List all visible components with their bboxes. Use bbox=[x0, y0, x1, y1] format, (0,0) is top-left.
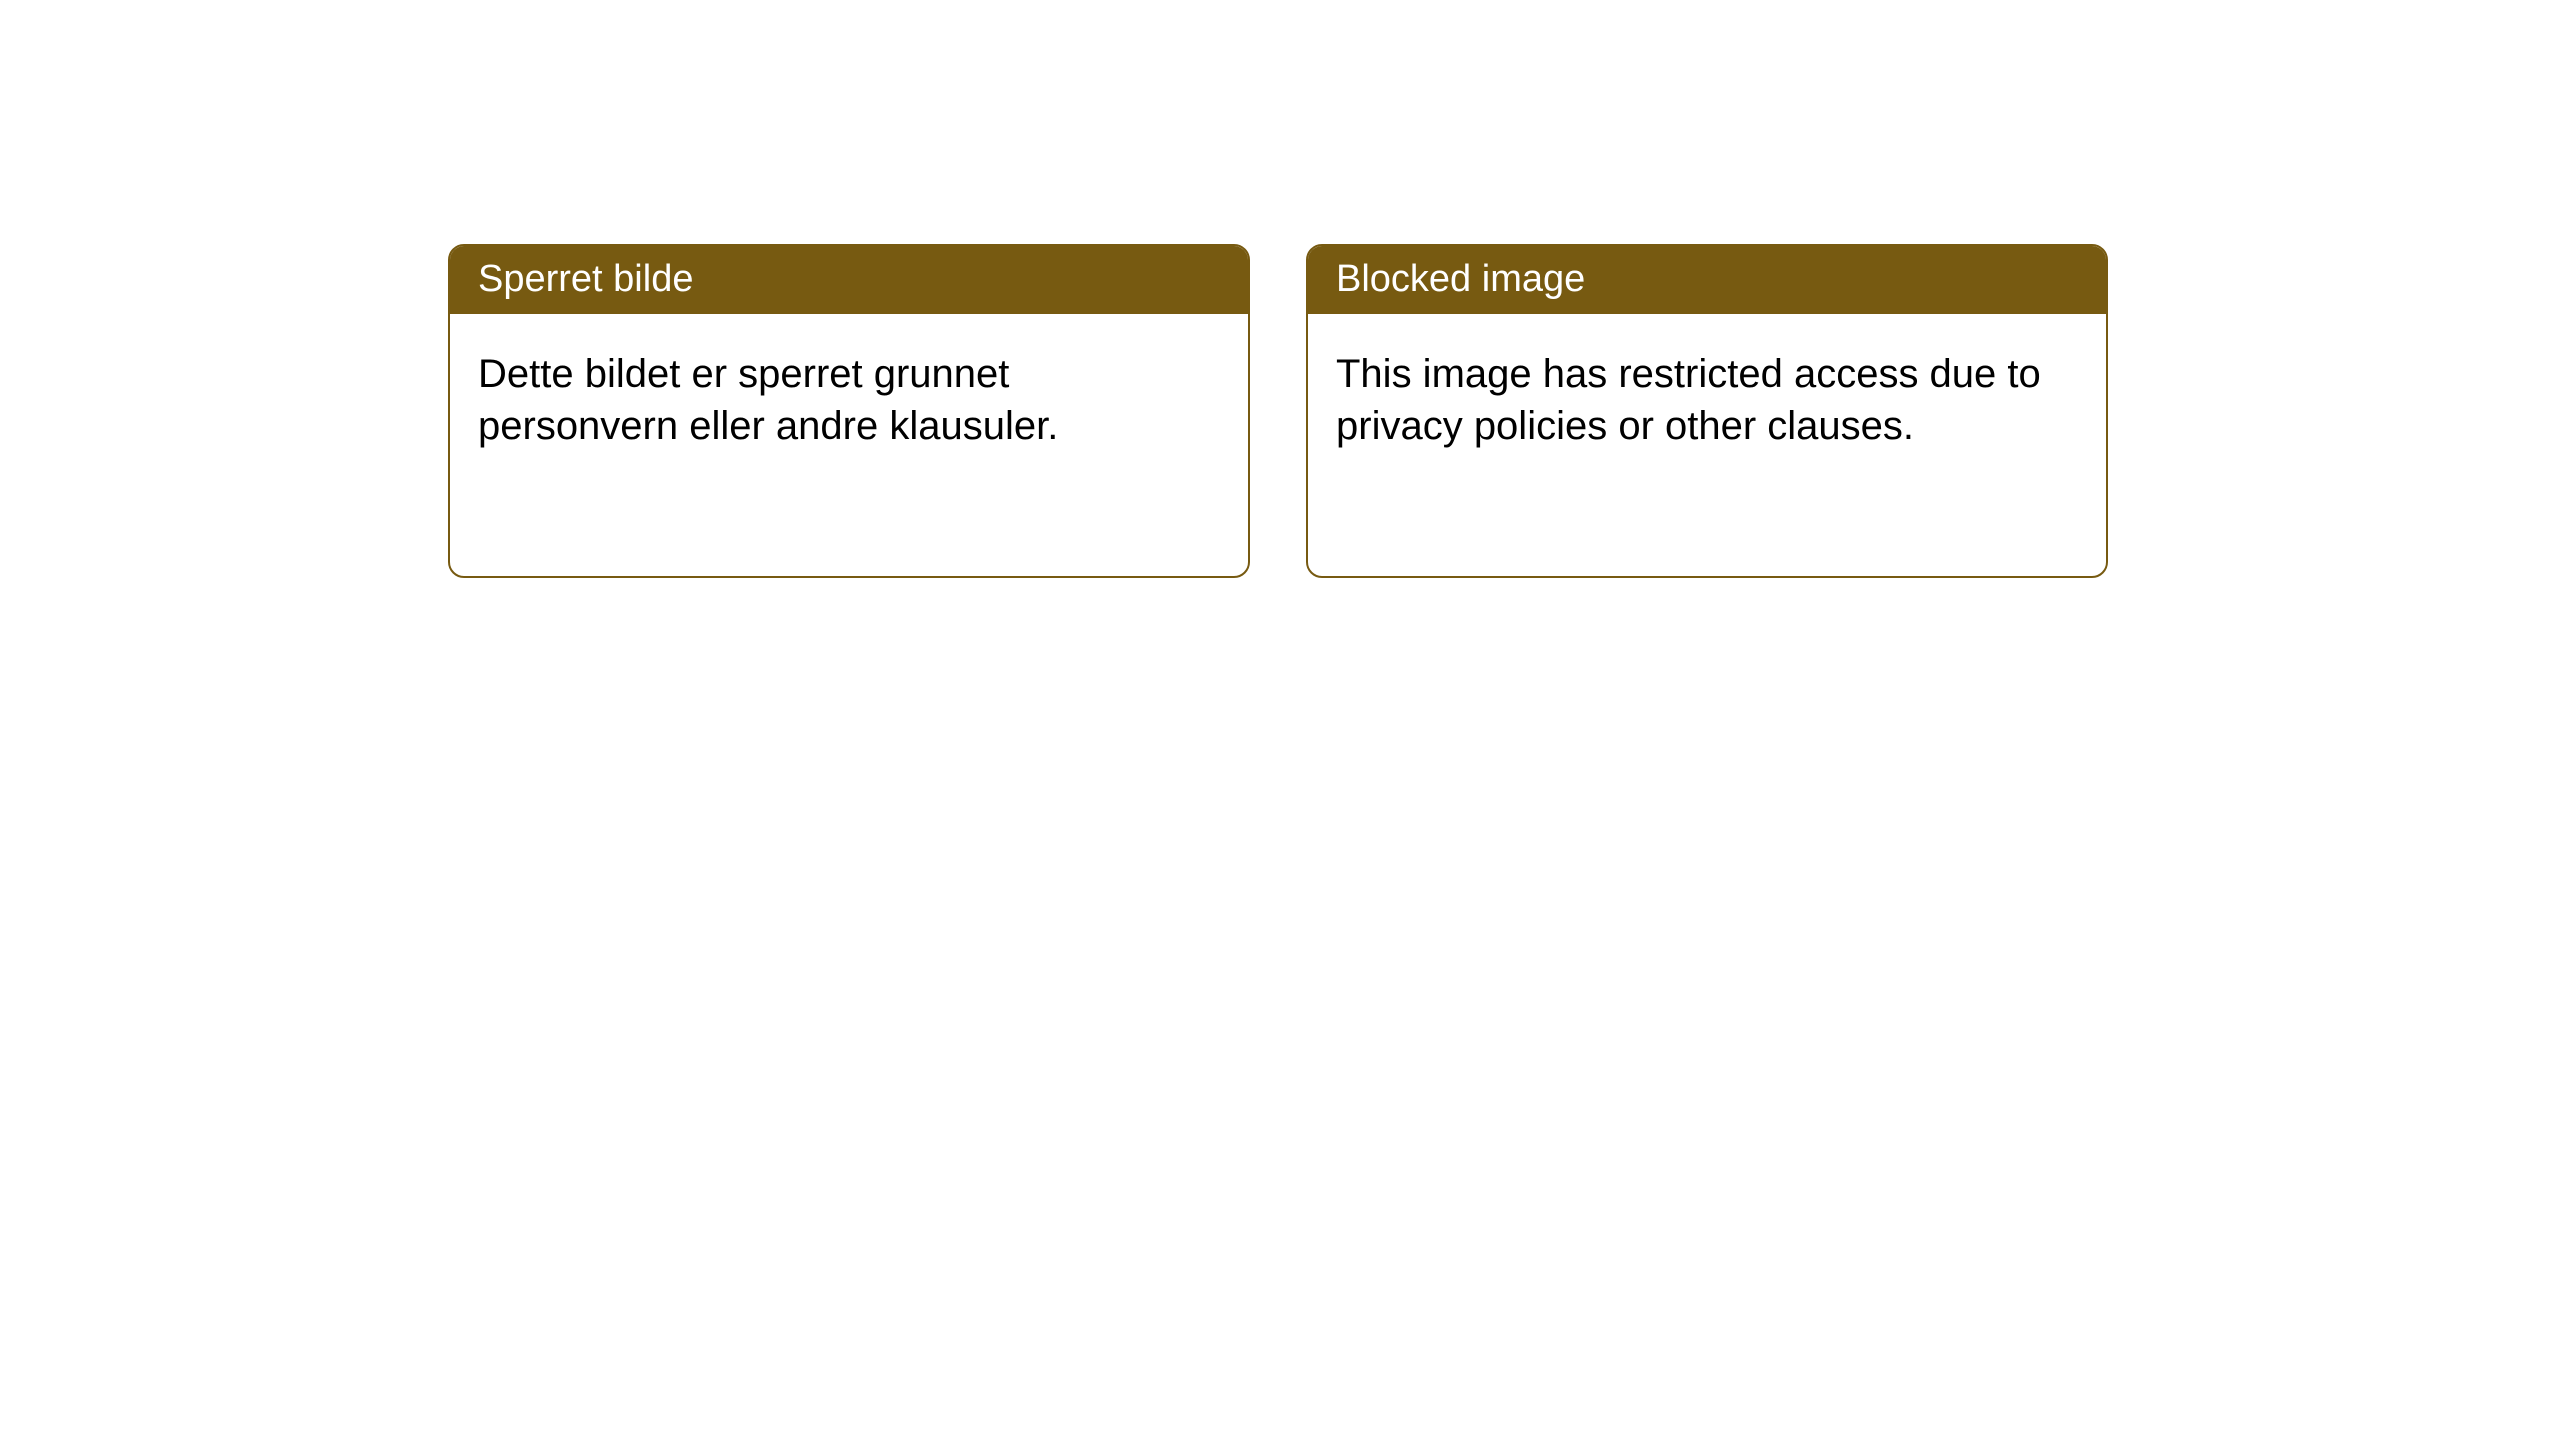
notice-card-body: Dette bildet er sperret grunnet personve… bbox=[450, 314, 1248, 488]
notice-card-no: Sperret bilde Dette bildet er sperret gr… bbox=[448, 244, 1250, 578]
notice-card-title: Sperret bilde bbox=[450, 246, 1248, 314]
notice-card-title: Blocked image bbox=[1308, 246, 2106, 314]
notice-card-body: This image has restricted access due to … bbox=[1308, 314, 2106, 488]
notice-card-en: Blocked image This image has restricted … bbox=[1306, 244, 2108, 578]
notice-container: Sperret bilde Dette bildet er sperret gr… bbox=[0, 0, 2560, 578]
